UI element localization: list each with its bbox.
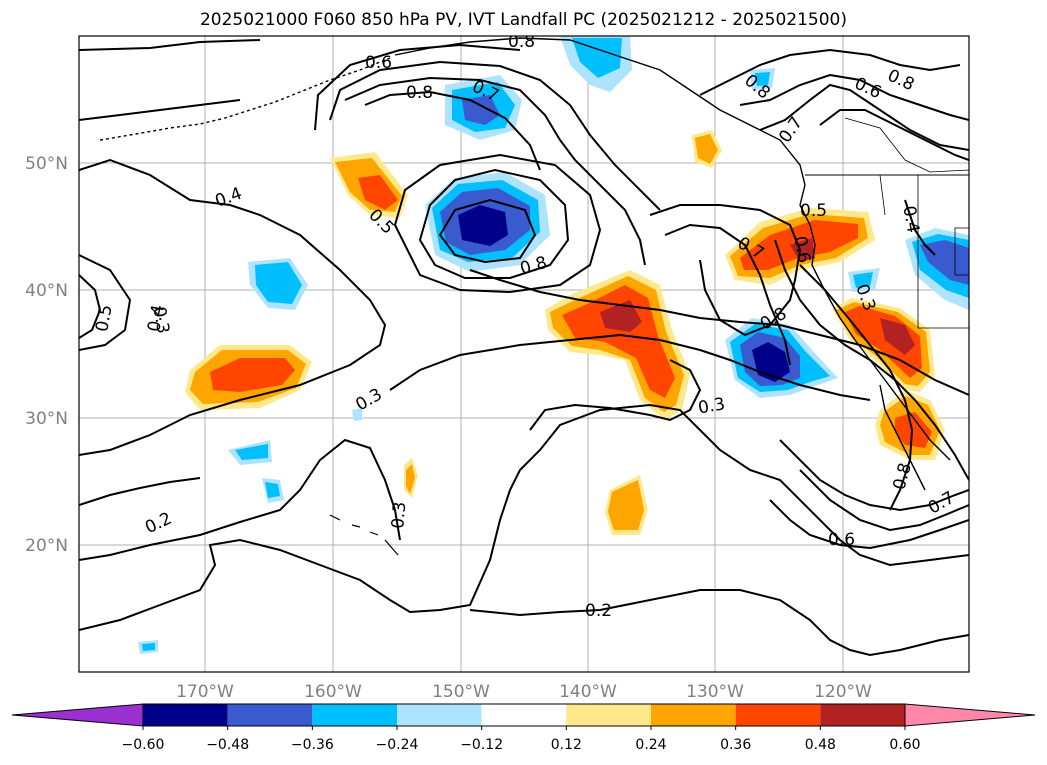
colorbar-tick-label: 0.60 [889,737,920,753]
contour-0.8-north [364,90,541,171]
colorbar-tick-label: 0.36 [720,737,751,753]
colorbar-segment [397,704,482,726]
colorbar-tick-label: −0.36 [291,737,334,753]
contour-west-loop2 [79,274,102,339]
contour-label: 0.5 [92,303,116,333]
lat-label: 40°N [25,281,68,301]
map-title: 2025021000 F060 850 hPa PV, IVT Landfall… [199,10,847,30]
colorbar: −0.60 −0.48 −0.36 −0.24 −0.12 0.12 0.24 0.36 0.4… [11,703,1036,753]
coastlines [99,37,969,556]
colorbar-tick-label: −0.48 [206,737,249,753]
contour-ridge-2 [329,60,661,211]
colorbar-segment [566,704,651,726]
contour-label: 0.6 [365,53,392,73]
lon-label: 160°W [304,682,362,702]
contour-label: 0.5 [800,201,827,221]
contour-south-0.2b [469,589,969,657]
contour-outer-west [79,39,387,456]
lon-label: 140°W [559,682,617,702]
canada-coast [799,184,951,461]
contour-label: 0.6 [789,235,813,265]
lat-label: 50°N [25,154,68,174]
colorbar-segment [651,704,736,726]
contour-ne-3 [759,83,969,151]
lon-axis: 170°W 160°W 150°W 140°W 130°W 120°W [176,682,872,702]
contour-ridge-1 [344,76,646,266]
colorbar-tick-label: −0.12 [460,737,503,753]
colorbar-segment [227,704,313,726]
hawaii-islands [329,514,399,556]
contour-south-02 [79,403,969,631]
alaska-coast [394,37,806,186]
contour-low-145w [418,168,570,279]
colorbar-tick-label: −0.60 [122,737,165,753]
contour-ne-4 [819,109,969,161]
contour-label: 0.8 [508,32,535,52]
contour-east-0.6 [774,239,969,481]
contour-label: 0.3 [388,501,410,530]
contour-label: 0.2 [585,601,612,621]
lat-label: 20°N [25,536,68,556]
contour-low-145w-b [393,153,602,294]
contour-ridge-3 [314,43,521,131]
contour-ne-5 [904,199,936,256]
lat-axis: 50°N 40°N 30°N 20°N [25,154,68,556]
colorbar-extend-min [11,703,144,727]
contour-label: 0.6 [828,530,855,550]
lon-label: 170°W [176,682,234,702]
contour-south-east-1 [779,439,969,512]
contour-south-west [79,438,401,561]
map-content: 0.8 0.6 0.7 0.8 0.4 0.5 0.8 0.5 0.4 0.3 … [79,32,969,672]
colorbar-border [142,703,906,727]
lon-label: 120°W [814,682,872,702]
colorbar-tick-label: −0.24 [376,737,419,753]
colorbar-segment [820,704,905,726]
contour-0.3b [529,359,702,431]
contour-east-low2 [664,223,791,366]
contour-east-0.8 [799,264,914,511]
baja-coast [879,384,926,491]
contour-0.3 [389,333,871,401]
lon-label: 130°W [686,682,744,702]
contour-low-145w-c [438,198,537,264]
contour-ne-2 [739,73,969,121]
pv-contours [79,39,969,657]
colorbar-tick-label: 0.24 [635,737,666,753]
contour-label: 0.8 [406,83,433,103]
contour-west-loop [79,254,132,351]
contour-east-low [649,204,802,337]
shaded-anomalies [138,36,969,654]
contour-label: 0.3 [697,394,727,418]
contour-ne-1 [699,48,961,96]
contour-south-east-3 [769,499,969,550]
colorbar-segment [312,704,397,726]
colorbar-extend-max [904,703,1036,727]
lat-label: 30°N [25,409,68,429]
contour-south-east-2 [799,469,969,532]
lon-label: 150°W [432,682,490,702]
map-frame [78,35,970,673]
colorbar-segment [143,704,228,726]
colorbar-segment [481,704,567,726]
contour-label: 0.4 [144,303,168,333]
contour-label: 0.4 [898,204,922,234]
colorbar-tick-label: 0.48 [805,737,836,753]
contour-label: 0.3 [149,305,173,335]
colorbar-tick-label: 0.12 [551,737,582,753]
colorbar-segment [735,704,821,726]
